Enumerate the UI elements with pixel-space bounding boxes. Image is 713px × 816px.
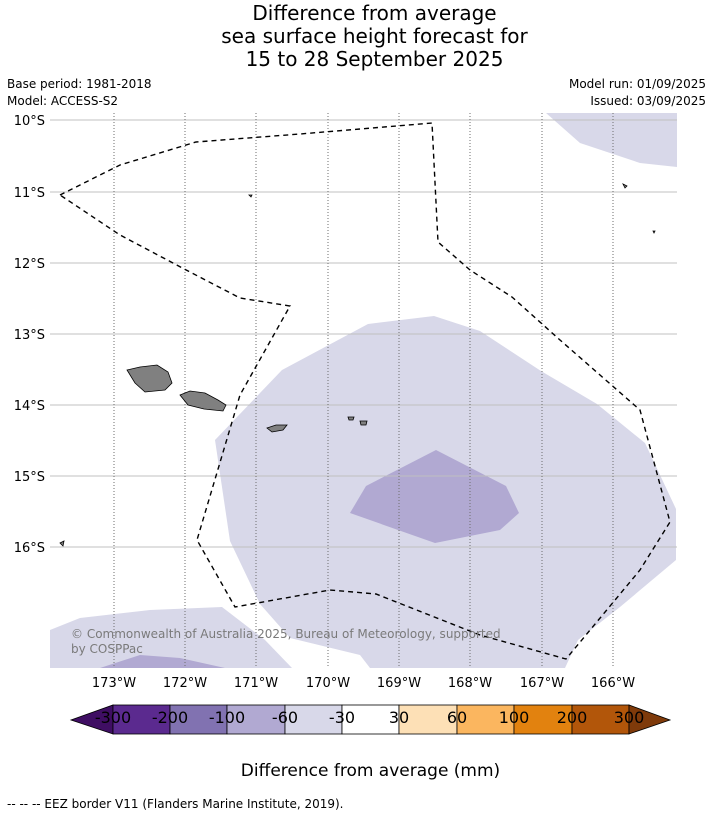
footnote-eez: -- -- -- EEZ border V11 (Flanders Marine…	[7, 797, 344, 811]
lon-tick-label: 170°W	[306, 676, 350, 691]
map-area	[50, 113, 677, 668]
lon-tick-label: 168°W	[448, 676, 492, 691]
colorbar-title: Difference from average (mm)	[240, 761, 501, 781]
base-period-label: Base period: 1981-2018	[7, 77, 152, 91]
colorbar-label: 300	[613, 708, 645, 727]
colorbar-label: -100	[208, 708, 246, 727]
lat-tick-label: 14°S	[14, 399, 45, 414]
anomaly-region-center-deeper	[350, 450, 519, 543]
eez-borders	[59, 122, 671, 660]
lon-tick-label: 167°W	[520, 676, 564, 691]
island-tutuila	[266, 424, 288, 433]
colorbar-label: 30	[388, 708, 410, 727]
colorbar-label: 100	[498, 708, 530, 727]
lat-tick-label: 16°S	[14, 541, 45, 556]
title-line-1: Difference from average	[252, 1, 497, 25]
longitude-labels: 173°W 172°W 171°W 170°W 169°W 168°W 167°…	[92, 676, 635, 691]
lat-tick-label: 11°S	[14, 186, 45, 201]
lon-tick-label: 172°W	[163, 676, 207, 691]
eez-border-north	[59, 122, 671, 660]
colorbar-label: 200	[556, 708, 588, 727]
colorbar-segment	[456, 704, 515, 735]
latitude-labels: 10°S 11°S 12°S 13°S 14°S 15°S 16°S	[14, 114, 45, 556]
colorbar-segment	[341, 704, 400, 735]
colorbar-label: -200	[151, 708, 189, 727]
longitude-gridlines	[113, 113, 614, 668]
copyright-text: © Commonwealth of Australia 2025, Bureau…	[71, 627, 501, 656]
model-label: Model: ACCESS-S2	[7, 94, 119, 108]
latitude-gridlines	[50, 119, 677, 548]
colorbar-label: -300	[94, 708, 132, 727]
anomaly-region-northeast	[546, 113, 677, 167]
anomaly-region-southwest-inner	[100, 655, 225, 668]
lon-tick-label: 173°W	[92, 676, 136, 691]
island-manua-1	[347, 416, 355, 421]
island-tokelau	[622, 183, 628, 189]
island-swains	[248, 194, 253, 198]
island-savaii	[126, 364, 173, 393]
lat-tick-label: 10°S	[14, 114, 45, 129]
lon-tick-label: 166°W	[591, 676, 635, 691]
colorbar-label: 60	[446, 708, 468, 727]
colorbar-label: -60	[271, 708, 299, 727]
colorbar	[69, 704, 672, 735]
title-line-2: sea surface height forecast for	[221, 24, 528, 48]
anomaly-region-southwest	[50, 607, 292, 668]
lon-tick-label: 169°W	[377, 676, 421, 691]
island-small-east	[652, 230, 656, 234]
colorbar-label: -30	[328, 708, 356, 727]
colorbar-segment	[513, 704, 573, 735]
lat-tick-label: 12°S	[14, 257, 45, 272]
lat-tick-label: 15°S	[14, 470, 45, 485]
colorbar-segment	[169, 704, 228, 735]
lat-tick-label: 13°S	[14, 328, 45, 343]
colorbar-segment	[284, 704, 343, 735]
colorbar-segment	[571, 704, 630, 735]
colorbar-segment	[112, 704, 171, 735]
colorbar-extend-high	[628, 704, 672, 735]
island-manua-2	[359, 420, 368, 426]
model-run-label: Model run: 01/09/2025	[568, 77, 706, 91]
island-small-west	[59, 540, 65, 547]
land-islands	[59, 183, 656, 547]
colorbar-segment	[398, 704, 458, 735]
lon-tick-label: 171°W	[234, 676, 278, 691]
title-line-3: 15 to 28 September 2025	[245, 47, 504, 71]
island-upolu	[179, 390, 227, 412]
issued-label: Issued: 03/09/2025	[590, 94, 706, 108]
